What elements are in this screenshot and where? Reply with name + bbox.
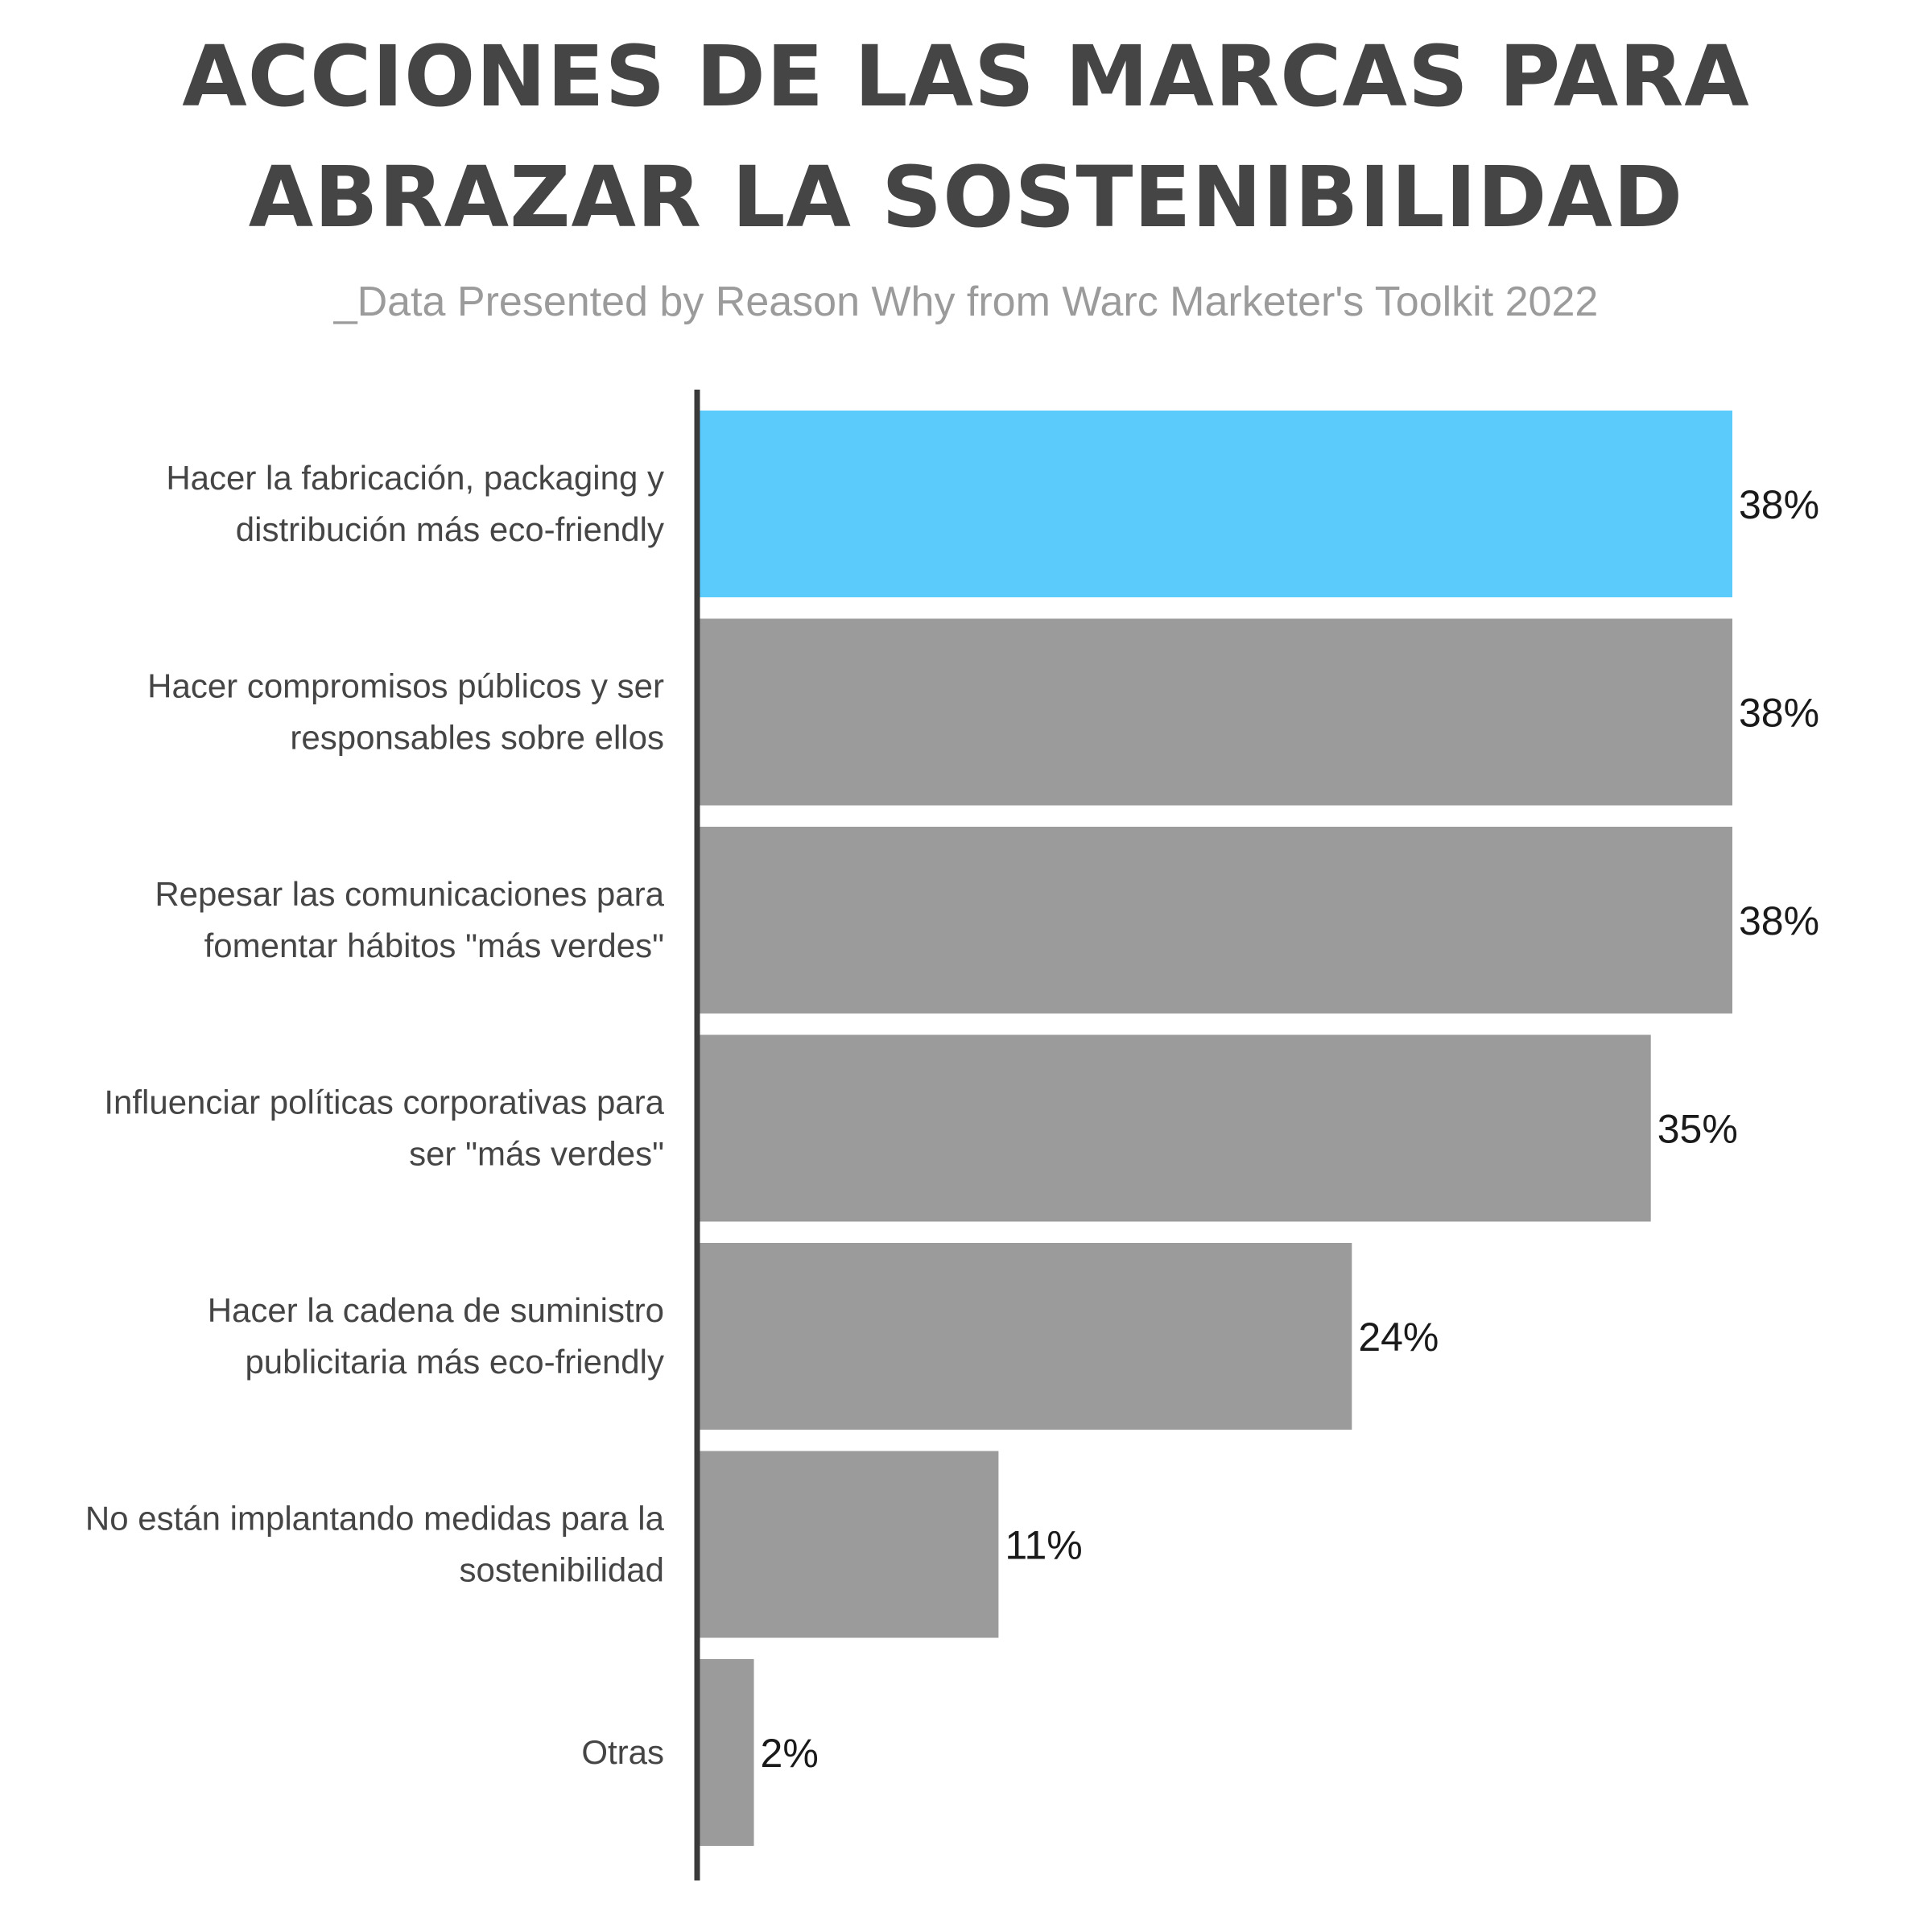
category-label-7: Otras — [581, 1733, 664, 1771]
value-label-4: 35% — [1657, 1107, 1738, 1152]
category-label-line: sostenibilidad — [459, 1551, 664, 1589]
category-label-line: No están implantando medidas para la — [85, 1500, 665, 1538]
category-label-line: Otras — [581, 1733, 664, 1771]
category-label-line: Hacer la cadena de suministro — [208, 1291, 664, 1329]
category-label-line: Repesar las comunicaciones para — [155, 875, 664, 913]
bar-4 — [700, 1034, 1651, 1222]
bar-5 — [700, 1243, 1352, 1430]
bar-1 — [700, 411, 1732, 597]
bar-3 — [700, 827, 1732, 1013]
category-label-line: Hacer compromisos públicos y ser — [147, 667, 664, 705]
bar-2 — [700, 618, 1732, 806]
category-label-4: Influenciar políticas corporativas para s… — [104, 1084, 664, 1173]
value-label-6: 11% — [1005, 1523, 1082, 1568]
value-label-1: 38% — [1739, 482, 1819, 527]
category-label-1: Hacer la fabricación, packaging y distrib… — [166, 459, 664, 548]
chart-subtitle: _Data Presented by Reason Why from Warc … — [333, 279, 1599, 325]
category-label-5: Hacer la cadena de suministro publicitari… — [208, 1291, 664, 1381]
category-label-line: publicitaria más eco-friendly — [245, 1343, 664, 1381]
category-label-line: distribución más eco-friendly — [236, 510, 664, 548]
category-label-3: Repesar las comunicaciones para fomentar … — [155, 875, 664, 964]
value-label-3: 38% — [1739, 898, 1819, 943]
value-label-7: 2% — [761, 1731, 819, 1776]
value-label-2: 38% — [1739, 691, 1819, 736]
category-label-line: Influenciar políticas corporativas para — [104, 1084, 664, 1121]
category-label-line: Hacer la fabricación, packaging y — [166, 459, 664, 497]
category-label-line: fomentar hábitos "más verdes" — [204, 927, 664, 964]
value-label-5: 24% — [1358, 1315, 1439, 1360]
category-label-2: Hacer compromisos públicos y ser responsa… — [147, 667, 664, 757]
category-label-line: ser "más verdes" — [409, 1135, 664, 1173]
category-label-line: responsables sobre ellos — [290, 719, 664, 757]
bar-7 — [700, 1659, 754, 1846]
chart-title: ACCIONES DE LAS MARCAS PARA ABRAZAR LA S… — [182, 27, 1750, 246]
category-label-6: No están implantando medidas para la sost… — [85, 1500, 665, 1589]
bar-6 — [700, 1451, 999, 1638]
